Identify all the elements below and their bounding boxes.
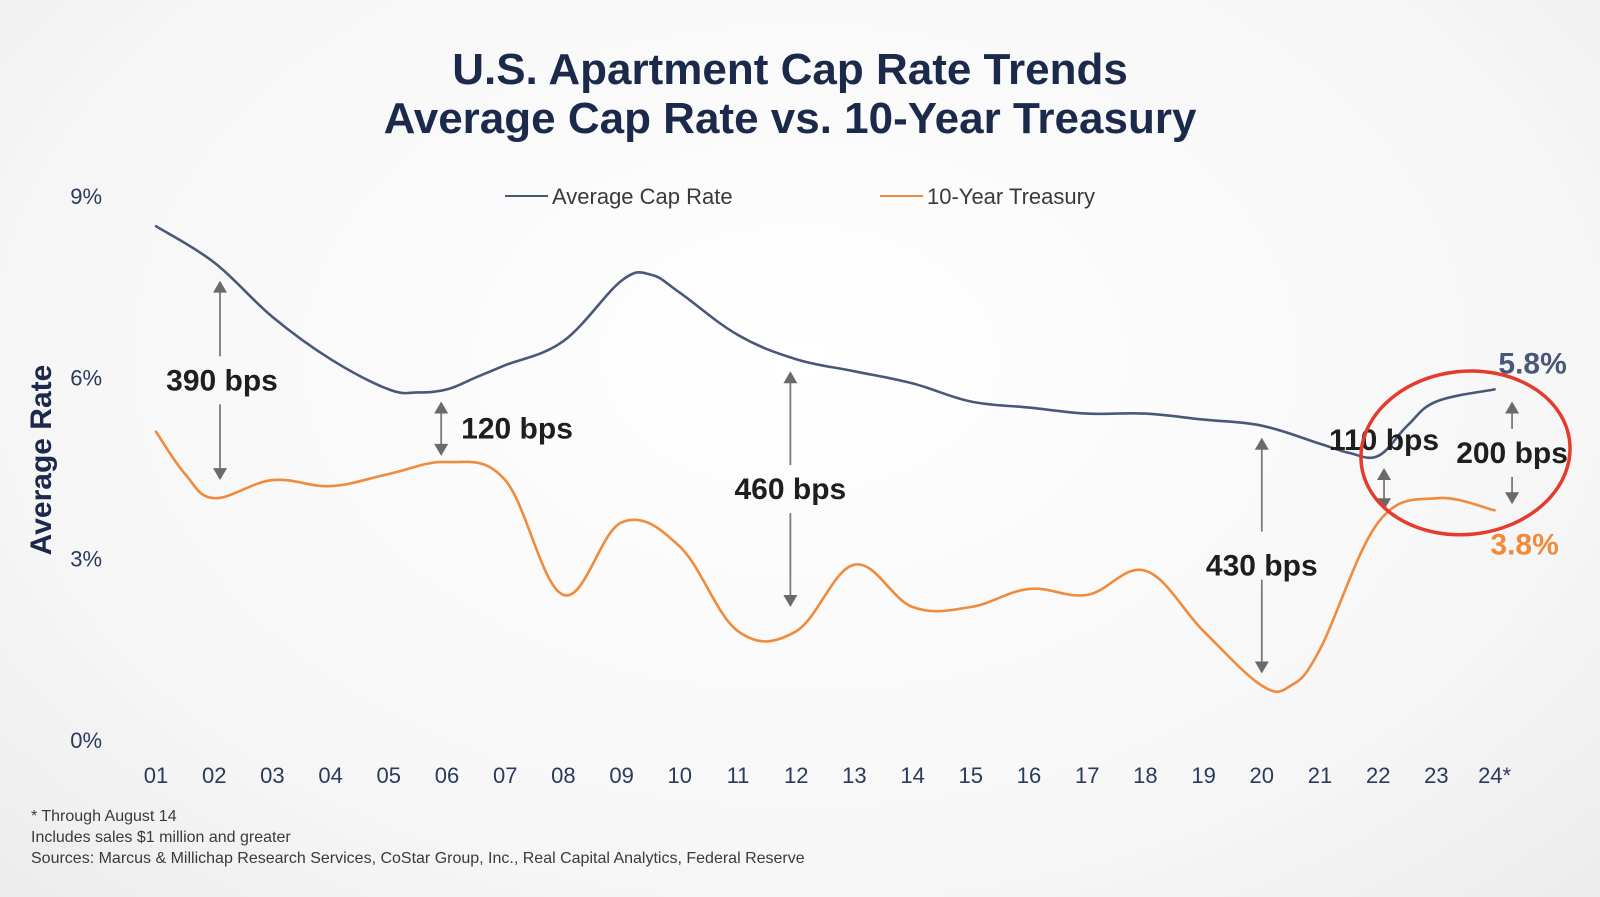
arrow-head-up-icon bbox=[213, 280, 228, 293]
footnote-sales-threshold: Includes sales $1 million and greater bbox=[31, 829, 291, 846]
annotation-460-bps: 460 bps bbox=[735, 371, 847, 608]
annotation-label: 460 bps bbox=[735, 473, 847, 506]
end-label-treasury: 3.8% bbox=[1490, 528, 1558, 561]
x-tick-label: 18 bbox=[1133, 763, 1157, 788]
arrow-head-down-icon bbox=[213, 468, 228, 481]
x-tick-label: 09 bbox=[609, 763, 633, 788]
series-line-10-year-treasury bbox=[154, 430, 1496, 694]
legend-label-cap-rate: Average Cap Rate bbox=[552, 184, 733, 209]
arrow-head-up-icon bbox=[1505, 401, 1520, 414]
x-tick-label: 03 bbox=[260, 763, 284, 788]
x-tick-label: 14 bbox=[900, 763, 924, 788]
arrow-head-down-icon bbox=[1505, 492, 1520, 505]
x-tick-label: 19 bbox=[1191, 763, 1215, 788]
footnote-through-date: * Through August 14 bbox=[31, 808, 177, 825]
x-tick-label: 10 bbox=[668, 763, 692, 788]
x-tick-label: 23 bbox=[1424, 763, 1448, 788]
arrow-head-up-icon bbox=[783, 371, 798, 384]
arrow-head-down-icon bbox=[783, 595, 798, 608]
footnotes: * Through August 14 Includes sales $1 mi… bbox=[31, 806, 805, 869]
x-tick-label: 04 bbox=[318, 763, 342, 788]
x-tick-label: 22 bbox=[1366, 763, 1390, 788]
x-tick-label: 15 bbox=[959, 763, 983, 788]
y-axis-ticks: 0% 3% 6% 9% bbox=[70, 184, 102, 753]
arrow-head-down-icon bbox=[1377, 498, 1392, 511]
arrow-head-down-icon bbox=[1254, 661, 1269, 674]
x-tick-label: 13 bbox=[842, 763, 866, 788]
legend-label-treasury: 10-Year Treasury bbox=[927, 184, 1095, 209]
annotation-label: 120 bps bbox=[461, 413, 573, 446]
x-tick-label: 05 bbox=[377, 763, 401, 788]
annotation-200-bps: 200 bps bbox=[1456, 401, 1568, 505]
arrow-head-up-icon bbox=[1377, 468, 1392, 480]
x-tick-label: 01 bbox=[144, 763, 168, 788]
annotation-label: 110 bps bbox=[1329, 424, 1439, 457]
x-tick-label: 24* bbox=[1478, 763, 1511, 788]
annotation-390-bps: 390 bps bbox=[166, 280, 278, 481]
highlight-ellipse bbox=[1359, 369, 1572, 537]
y-tick-label: 0% bbox=[70, 728, 102, 753]
series-lines bbox=[154, 224, 1496, 694]
x-tick-label: 07 bbox=[493, 763, 517, 788]
chart-title-line-2: Average Cap Rate vs. 10-Year Treasury bbox=[384, 94, 1197, 143]
annotation-label: 390 bps bbox=[166, 364, 278, 397]
x-tick-label: 02 bbox=[202, 763, 226, 788]
arrow-head-up-icon bbox=[1254, 437, 1269, 450]
chart-title-line-1: U.S. Apartment Cap Rate Trends bbox=[452, 45, 1128, 94]
annotation-label: 200 bps bbox=[1456, 437, 1568, 470]
y-tick-label: 6% bbox=[70, 365, 102, 390]
x-tick-label: 20 bbox=[1250, 763, 1274, 788]
x-tick-label: 11 bbox=[727, 763, 750, 788]
x-tick-label: 21 bbox=[1308, 763, 1332, 788]
x-axis-ticks: 01 02 03 04 05 06 07 08 09 10 11 12 13 14 15 16 17 18 19 20… bbox=[144, 763, 1512, 788]
x-tick-label: 16 bbox=[1017, 763, 1041, 788]
y-tick-label: 9% bbox=[70, 184, 102, 209]
highlight: 5.8% 3.8% bbox=[1359, 347, 1572, 561]
series-line-average-cap-rate bbox=[154, 224, 1496, 460]
x-tick-label: 12 bbox=[784, 763, 808, 788]
y-tick-label: 3% bbox=[70, 547, 102, 572]
annotation-110-bps: 110 bps bbox=[1329, 424, 1439, 511]
arrow-head-down-icon bbox=[434, 443, 449, 456]
annotations: 390 bps 120 bps 460 bps 430 bps 110 bps 200 b… bbox=[166, 280, 1568, 674]
annotation-label: 430 bps bbox=[1206, 550, 1318, 583]
annotation-120-bps: 120 bps bbox=[434, 401, 573, 456]
end-label-cap-rate: 5.8% bbox=[1498, 347, 1566, 380]
annotation-430-bps: 430 bps bbox=[1206, 437, 1318, 674]
footnote-sources: Sources: Marcus & Millichap Research Ser… bbox=[31, 850, 805, 867]
x-tick-label: 06 bbox=[435, 763, 459, 788]
x-tick-label: 17 bbox=[1075, 763, 1099, 788]
y-axis-label: Average Rate bbox=[25, 365, 58, 556]
arrow-head-up-icon bbox=[434, 401, 449, 414]
x-tick-label: 08 bbox=[551, 763, 575, 788]
legend: Average Cap Rate 10-Year Treasury bbox=[505, 184, 1095, 209]
